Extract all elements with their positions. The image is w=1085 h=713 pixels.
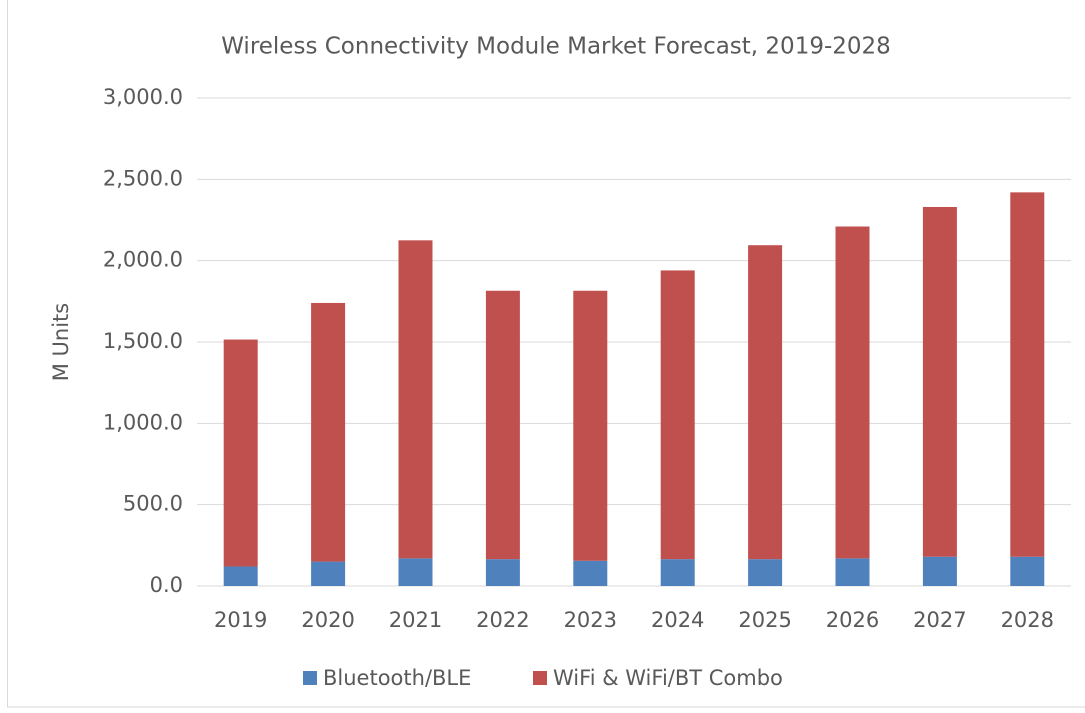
x-tick-label: 2026 (826, 608, 879, 632)
legend-label: Bluetooth/BLE (323, 666, 471, 690)
legend-swatch (533, 671, 547, 685)
x-tick-label: 2024 (651, 608, 704, 632)
bar-segment (1010, 192, 1045, 557)
chart-title: Wireless Connectivity Module Market Fore… (221, 34, 891, 60)
y-tick-label: 2,000.0 (103, 248, 183, 272)
y-tick-label: 0.0 (150, 573, 183, 597)
x-tick-label: 2028 (1001, 608, 1054, 632)
x-tick-label: 2027 (913, 608, 966, 632)
x-tick-label: 2023 (564, 608, 617, 632)
bar-segment (660, 559, 695, 586)
bar-segment (835, 226, 870, 559)
y-axis-label: M Units (49, 303, 73, 381)
bar-segment (922, 206, 957, 557)
bar-segment (1010, 556, 1045, 586)
bar-segment (573, 560, 608, 586)
bar-segment (485, 559, 520, 586)
legend-label: WiFi & WiFi/BT Combo (553, 666, 783, 690)
bar-segment (748, 559, 783, 586)
x-tick-label: 2021 (389, 608, 442, 632)
bar-segment (835, 558, 870, 586)
bar-segment (223, 339, 258, 567)
legend-swatch (303, 671, 317, 685)
bar-segment (660, 270, 695, 560)
y-tick-label: 1,500.0 (103, 329, 183, 353)
x-tick-label: 2019 (214, 608, 267, 632)
y-tick-label: 500.0 (123, 492, 183, 516)
x-tick-label: 2025 (738, 608, 791, 632)
bar-segment (311, 561, 346, 586)
bar-segment (311, 302, 346, 562)
x-tick-label: 2022 (476, 608, 529, 632)
bar-segment (398, 558, 433, 586)
bar-segment (922, 556, 957, 586)
y-tick-label: 3,000.0 (103, 85, 183, 109)
chart-border (7, 0, 1085, 708)
y-tick-label: 2,500.0 (103, 166, 183, 190)
bar-segment (573, 290, 608, 561)
y-tick-label: 1,000.0 (103, 410, 183, 434)
bar-segment (223, 566, 258, 586)
bar-segment (485, 290, 520, 560)
bar-segment (398, 240, 433, 559)
x-tick-label: 2020 (301, 608, 354, 632)
bar-segment (748, 245, 783, 560)
